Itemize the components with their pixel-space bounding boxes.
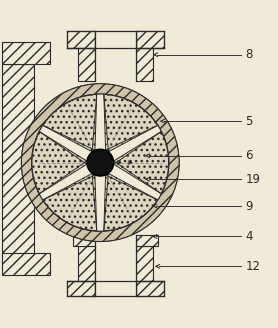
Text: 4: 4: [245, 230, 253, 243]
Bar: [136, 235, 158, 246]
Text: 6: 6: [245, 149, 253, 162]
Circle shape: [87, 149, 113, 176]
Polygon shape: [104, 94, 158, 152]
Bar: [136, 31, 165, 48]
Bar: [78, 31, 95, 81]
Polygon shape: [43, 174, 97, 231]
Bar: [95, 281, 136, 296]
Bar: [66, 281, 95, 296]
Bar: [66, 31, 95, 48]
Bar: [136, 246, 153, 296]
Bar: [95, 31, 136, 81]
Text: 8: 8: [245, 48, 253, 61]
Circle shape: [32, 94, 169, 231]
Wedge shape: [21, 84, 179, 241]
Bar: [2, 42, 51, 64]
Bar: [78, 246, 95, 296]
Text: 9: 9: [245, 199, 253, 213]
Polygon shape: [43, 94, 97, 152]
Polygon shape: [32, 132, 87, 194]
Text: 12: 12: [245, 260, 260, 273]
Bar: [136, 281, 165, 296]
Bar: [2, 64, 34, 264]
Polygon shape: [114, 132, 168, 194]
Text: 19: 19: [245, 173, 260, 186]
Bar: [95, 235, 136, 246]
Text: 5: 5: [245, 114, 253, 128]
Polygon shape: [104, 174, 158, 231]
Bar: [136, 31, 153, 81]
Bar: [73, 235, 95, 246]
Circle shape: [21, 84, 179, 241]
Bar: [2, 253, 51, 275]
Bar: [95, 246, 136, 296]
Bar: [95, 31, 136, 48]
